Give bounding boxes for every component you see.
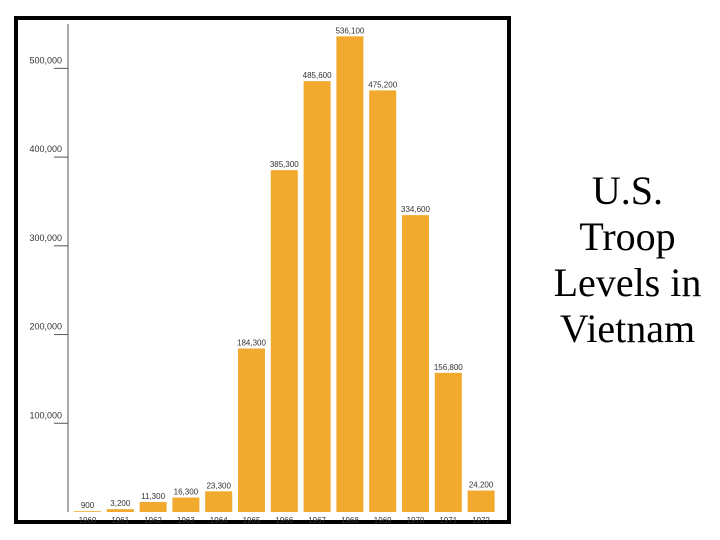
bar-1968 (336, 36, 364, 512)
value-labels-group: 900 3,200 11,300 16,300 23,300 184,300 385,300… (81, 26, 494, 510)
x-tick-label: 1964 (210, 516, 228, 524)
title-line-4: Vietnam (559, 306, 696, 351)
value-label: 24,200 (469, 481, 494, 490)
slide-title: U.S. Troop Levels in Vietnam (540, 168, 715, 352)
x-axis-labels-group: 1960 1961 1962 1963 1964 1965 1966 1967 1968 1969… (79, 516, 491, 524)
y-tick-label: 300,000 (29, 233, 62, 243)
value-label: 334,600 (401, 205, 430, 214)
x-tick-label: 1965 (243, 516, 261, 524)
x-tick-label: 1968 (341, 516, 359, 524)
value-label: 385,300 (270, 160, 299, 169)
chart-frame: 100,000 200,000 300,000 400,000 500,000 900 3… (14, 16, 511, 524)
value-label: 156,800 (434, 363, 463, 372)
troop-levels-bar-chart: 100,000 200,000 300,000 400,000 500,000 900 3… (18, 20, 507, 524)
title-line-2: Troop (579, 214, 676, 259)
y-tick-label: 500,000 (29, 55, 62, 65)
value-label: 184,300 (237, 338, 266, 347)
value-label: 16,300 (174, 488, 199, 497)
value-label: 900 (81, 501, 95, 510)
x-tick-label: 1967 (308, 516, 326, 524)
value-label: 3,200 (110, 499, 131, 508)
bar-1966 (270, 170, 298, 512)
value-label: 23,300 (206, 481, 231, 490)
y-tick-label: 100,000 (29, 410, 62, 420)
x-tick-label: 1963 (177, 516, 195, 524)
bar-1969 (369, 90, 397, 513)
bar-1961 (106, 509, 134, 512)
bar-1967 (303, 81, 331, 512)
y-tick-label: 400,000 (29, 144, 62, 154)
value-label: 11,300 (141, 492, 165, 501)
x-tick-label: 1969 (374, 516, 392, 524)
bar-1972 (467, 490, 495, 512)
x-tick-label: 1966 (275, 516, 293, 524)
value-label: 485,600 (303, 71, 332, 80)
y-axis-ticks: 100,000 200,000 300,000 400,000 500,000 (29, 55, 68, 424)
x-tick-label: 1961 (111, 516, 129, 524)
bars-group (74, 36, 495, 513)
x-tick-label: 1960 (79, 516, 97, 524)
value-label: 536,100 (335, 26, 364, 35)
x-tick-label: 1971 (439, 516, 457, 524)
x-tick-label: 1972 (472, 516, 490, 524)
title-line-3: Levels in (553, 260, 702, 305)
bar-1964 (205, 491, 233, 512)
bar-1965 (238, 348, 265, 512)
bar-1963 (172, 497, 200, 512)
bar-1960 (74, 511, 101, 512)
bar-1962 (139, 501, 167, 512)
bar-1971 (434, 372, 462, 512)
value-label: 475,200 (368, 80, 397, 89)
x-tick-label: 1970 (407, 516, 425, 524)
x-tick-label: 1962 (144, 516, 162, 524)
bar-1970 (402, 215, 429, 513)
y-tick-label: 200,000 (29, 322, 62, 332)
title-line-1: U.S. (591, 168, 664, 213)
